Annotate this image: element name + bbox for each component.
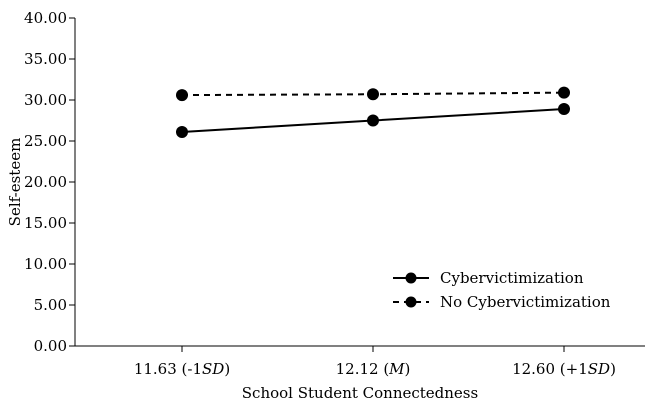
data-point: [558, 86, 570, 99]
data-point: [367, 88, 379, 101]
data-point: [558, 103, 570, 116]
y-tick-label: 10.00: [24, 255, 67, 273]
legend-marker: [405, 296, 417, 308]
legend-label: No Cybervictimization: [440, 293, 611, 311]
x-axis-title: School Student Connectedness: [242, 384, 478, 402]
x-tick-label: 12.12 (M): [336, 360, 411, 378]
legend: Cybervictimization No Cybervictimization: [393, 269, 611, 311]
y-axis-title: Self-esteem: [6, 138, 24, 227]
data-point: [367, 114, 379, 127]
y-tick-label: 25.00: [24, 132, 67, 150]
y-tick-label: 15.00: [24, 214, 67, 232]
data-point: [176, 125, 188, 138]
legend-marker: [405, 272, 417, 284]
y-tick-label: 20.00: [24, 173, 67, 191]
x-tick-label: 12.60 (+1SD): [512, 360, 616, 378]
legend-label: Cybervictimization: [440, 269, 584, 287]
y-tick-label: 30.00: [24, 91, 67, 109]
y-tick-label: 40.00: [24, 9, 67, 27]
data-point: [176, 89, 188, 102]
y-tick-label: 5.00: [34, 296, 67, 314]
x-tick-label: 11.63 (-1SD): [134, 360, 230, 378]
x-axis-ticks: 11.63 (-1SD) 12.12 (M) 12.60 (+1SD): [134, 346, 616, 378]
y-axis-ticks: 0.00 5.00 10.00 15.00 20.00 25.00 30.00 35.00 40…: [24, 9, 75, 355]
y-tick-label: 35.00: [24, 50, 67, 68]
series-layer: [176, 86, 570, 138]
y-tick-label: 0.00: [34, 337, 67, 355]
